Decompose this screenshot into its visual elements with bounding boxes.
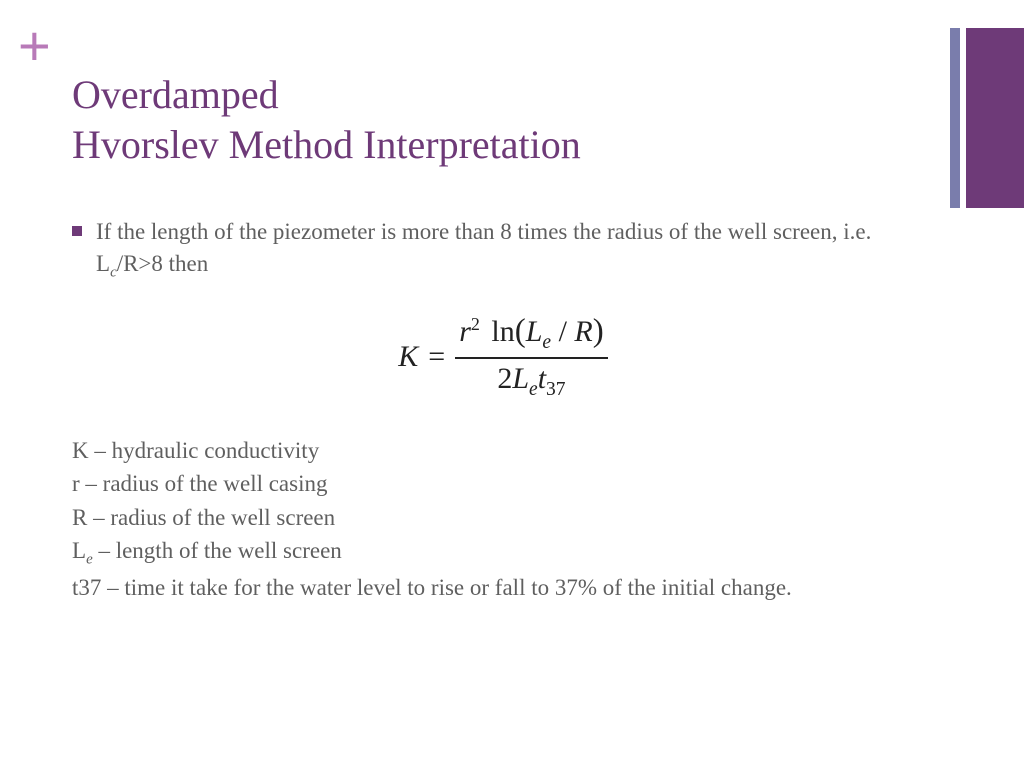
definitions: K – hydraulic conductivity r – radius of…	[72, 434, 934, 605]
def-R: R – radius of the well screen	[72, 501, 934, 534]
bullet-text-post: /R>8 then	[117, 251, 209, 276]
def-Le-sub: e	[86, 552, 93, 568]
eq-den-Le-sub: e	[529, 379, 538, 400]
eq-lhs: K	[398, 340, 418, 374]
def-t37: t37 – time it take for the water level t…	[72, 571, 934, 604]
def-Le-pre: L	[72, 538, 86, 563]
eq-denominator: 2Let37	[493, 363, 569, 400]
eq-r: r	[459, 315, 471, 348]
eq-numerator: r2 ln(Le / R)	[455, 314, 608, 353]
bullet-marker	[72, 226, 82, 236]
equation: K = r2 ln(Le / R) 2Let37	[72, 314, 934, 400]
eq-equals: =	[428, 340, 445, 374]
def-K: K – hydraulic conductivity	[72, 434, 934, 467]
accent-bar-thin	[950, 28, 960, 208]
eq-ln: ln	[491, 315, 514, 348]
def-Le-post: – length of the well screen	[93, 538, 342, 563]
plus-decoration: +	[18, 18, 51, 74]
eq-rparen: )	[593, 313, 604, 349]
eq-slash: /	[551, 315, 574, 348]
bullet-text-pre: If the length of the piezometer is more …	[96, 219, 871, 276]
eq-fraction-bar	[455, 357, 608, 359]
title-line-2: Hvorslev Method Interpretation	[72, 122, 581, 167]
bullet-item: If the length of the piezometer is more …	[72, 216, 934, 284]
eq-lparen: (	[515, 313, 526, 349]
side-accent-bars	[950, 28, 1024, 208]
def-Le: Le – length of the well screen	[72, 534, 934, 571]
eq-num-R: R	[574, 315, 592, 348]
accent-bar-thick	[966, 28, 1024, 208]
eq-fraction: r2 ln(Le / R) 2Let37	[455, 314, 608, 400]
eq-den-t: t	[538, 362, 546, 395]
bullet-sub: c	[110, 265, 117, 281]
eq-num-L: L	[526, 315, 543, 348]
eq-num-Le-sub: e	[542, 332, 551, 353]
eq-den-t-sub: 37	[546, 379, 566, 400]
title-line-1: Overdamped	[72, 72, 279, 117]
bullet-text: If the length of the piezometer is more …	[96, 216, 934, 284]
def-r: r – radius of the well casing	[72, 467, 934, 500]
eq-two: 2	[497, 362, 512, 395]
slide-title: Overdamped Hvorslev Method Interpretatio…	[72, 70, 934, 170]
eq-den-L: L	[512, 362, 529, 395]
slide-content: Overdamped Hvorslev Method Interpretatio…	[72, 70, 934, 605]
eq-r-sup: 2	[471, 314, 480, 334]
